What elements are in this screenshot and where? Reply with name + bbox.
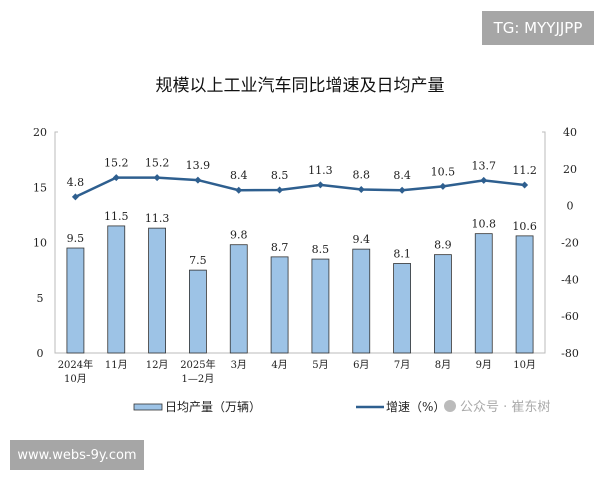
bar-data-label: 10.6 <box>512 220 537 233</box>
left-tick-label: 0 <box>37 347 44 360</box>
category-label: 10月 <box>513 359 536 371</box>
bar-data-label: 8.5 <box>312 243 330 256</box>
line-data-label: 8.5 <box>271 169 289 182</box>
left-tick-label: 15 <box>33 181 47 194</box>
bar <box>434 254 452 354</box>
category-label: 5月 <box>312 359 328 371</box>
wechat-icon <box>444 400 456 412</box>
category-label: 9月 <box>476 359 492 371</box>
legend-bar-label: 日均产量（万辆） <box>165 400 261 414</box>
line-point <box>439 182 447 190</box>
line-data-label: 10.5 <box>431 165 456 178</box>
category-label: 2025年 <box>180 358 215 371</box>
category-label: 10月 <box>64 373 87 385</box>
line-data-label: 8.8 <box>353 168 371 181</box>
bar <box>148 227 166 354</box>
line-point <box>521 181 529 189</box>
line-data-label: 13.9 <box>186 159 211 172</box>
left-tick-label: 20 <box>33 126 47 139</box>
line-point <box>276 186 284 194</box>
line-data-label: 8.4 <box>230 169 248 182</box>
chart-title: 规模以上工业汽车同比增速及日均产量 <box>156 76 445 96</box>
bar-data-label: 8.7 <box>271 241 289 254</box>
line-point <box>357 185 365 193</box>
legend-line-label: 增速（%） <box>386 400 445 414</box>
bar <box>515 235 534 354</box>
legend-bar-swatch <box>133 403 163 411</box>
right-tick-label: -40 <box>561 273 579 286</box>
line-point <box>316 181 324 189</box>
right-tick-label: 40 <box>563 126 577 139</box>
bar-data-label: 10.8 <box>472 218 497 231</box>
category-label: 2024年 <box>58 358 93 371</box>
line-data-label: 4.8 <box>67 176 85 189</box>
growth-line <box>74 176 525 198</box>
category-label: 7月 <box>394 359 410 371</box>
bar-data-label: 9.8 <box>230 229 248 242</box>
line-data-label: 11.3 <box>308 164 333 177</box>
right-tick-label: -20 <box>561 237 579 250</box>
plot-frame <box>54 131 546 354</box>
category-label: 11月 <box>105 359 128 371</box>
bar <box>189 269 207 354</box>
line-data-label: 15.2 <box>104 157 129 170</box>
bar <box>311 258 330 354</box>
line-data-label: 11.2 <box>512 164 537 177</box>
right-tick-label: -60 <box>561 310 579 323</box>
right-tick-label: 0 <box>567 200 574 213</box>
line-point <box>153 174 161 182</box>
bar-data-label: 11.3 <box>145 212 170 225</box>
bar <box>393 263 411 354</box>
line-point <box>194 176 202 184</box>
bar <box>107 225 126 354</box>
bar <box>474 233 493 354</box>
bar-data-label: 11.5 <box>104 210 129 223</box>
bar-data-label: 9.4 <box>353 233 371 246</box>
bar <box>229 244 248 354</box>
left-tick-label: 5 <box>37 292 44 305</box>
line-data-label: 8.4 <box>393 169 411 182</box>
line-point <box>480 176 488 184</box>
line-data-label: 15.2 <box>145 157 170 170</box>
bar-data-label: 8.9 <box>434 239 452 252</box>
bar <box>270 256 289 354</box>
category-label: 4月 <box>271 359 287 371</box>
right-tick-label: -80 <box>561 347 579 360</box>
line-point <box>398 186 406 194</box>
right-tick-label: 20 <box>563 163 577 176</box>
watermark-site: www.webs-9y.com <box>10 440 144 470</box>
watermark-wechat: 公众号 · 崔东树 <box>460 399 550 415</box>
bar-data-label: 9.5 <box>67 232 85 245</box>
line-point <box>112 174 120 182</box>
line-data-label: 13.7 <box>472 159 497 172</box>
category-label: 1—2月 <box>182 373 215 385</box>
left-tick-label: 10 <box>33 237 47 250</box>
watermark-tg: TG: MYYJJPP <box>482 11 594 45</box>
category-label: 12月 <box>146 359 169 371</box>
line-point <box>235 186 243 194</box>
bar-data-label: 8.1 <box>393 247 411 260</box>
category-label: 8月 <box>435 359 451 371</box>
line-point <box>71 193 79 201</box>
category-label: 3月 <box>231 359 247 371</box>
bar <box>66 247 85 354</box>
category-label: 6月 <box>353 359 369 371</box>
legend: 日均产量（万辆） 增速（%） 公众号 · 崔东树 <box>133 399 550 415</box>
bar <box>352 248 371 354</box>
bar-data-label: 7.5 <box>189 254 207 267</box>
